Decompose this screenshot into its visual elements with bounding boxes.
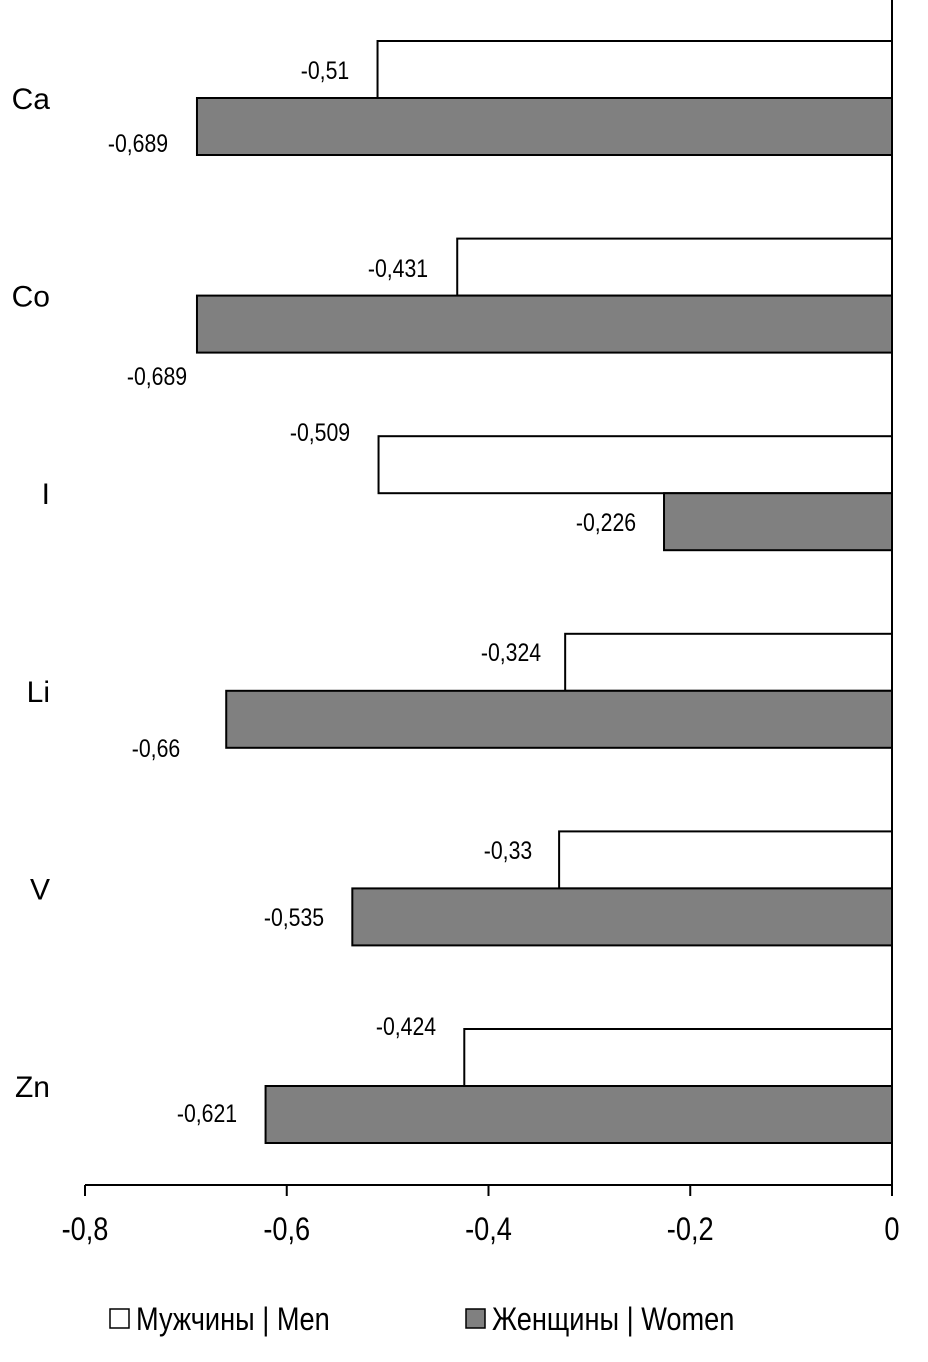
bar-women [195,97,893,156]
bar-women [264,1085,894,1144]
data-label: -0,621 [177,1099,237,1127]
category-label: Co [12,281,50,314]
bar-men [463,1028,893,1087]
x-tick-label: -0,2 [667,1212,714,1248]
data-label: -0,689 [108,129,168,157]
data-label: -0,66 [132,734,180,762]
legend-label-men: Мужчины | Men [136,1302,330,1338]
data-label: -0,689 [127,362,187,390]
x-tick-label: -0,8 [62,1212,109,1248]
bar-women [663,492,894,552]
x-tick-label: -0,4 [465,1212,512,1248]
legend-label-women: Женщины | Women [492,1302,734,1338]
data-label: -0,424 [376,1012,436,1040]
data-label: -0,226 [576,508,636,536]
category-label: Zn [15,1071,50,1104]
bar-women [195,294,893,354]
data-label: -0,33 [484,836,532,864]
x-tick-label: -0,6 [263,1212,310,1248]
data-label: -0,51 [301,56,349,84]
bar-women [351,887,894,947]
bar-men [377,435,893,495]
legend-swatch-men [109,1308,130,1329]
category-label: V [30,873,50,906]
data-label: -0,535 [264,903,324,931]
legend-swatch-women [465,1308,486,1329]
category-label: Li [27,676,50,709]
data-label: -0,324 [481,638,541,666]
category-label: I [42,478,50,511]
bar-men [558,830,893,890]
x-tick-label: 0 [884,1212,899,1248]
bar-men [564,632,893,692]
bar-men [376,40,894,99]
bar-women [225,689,894,749]
category-label: Ca [12,83,51,116]
data-label: -0,509 [290,418,350,446]
bar-men [456,237,893,297]
data-label: -0,431 [368,254,428,282]
